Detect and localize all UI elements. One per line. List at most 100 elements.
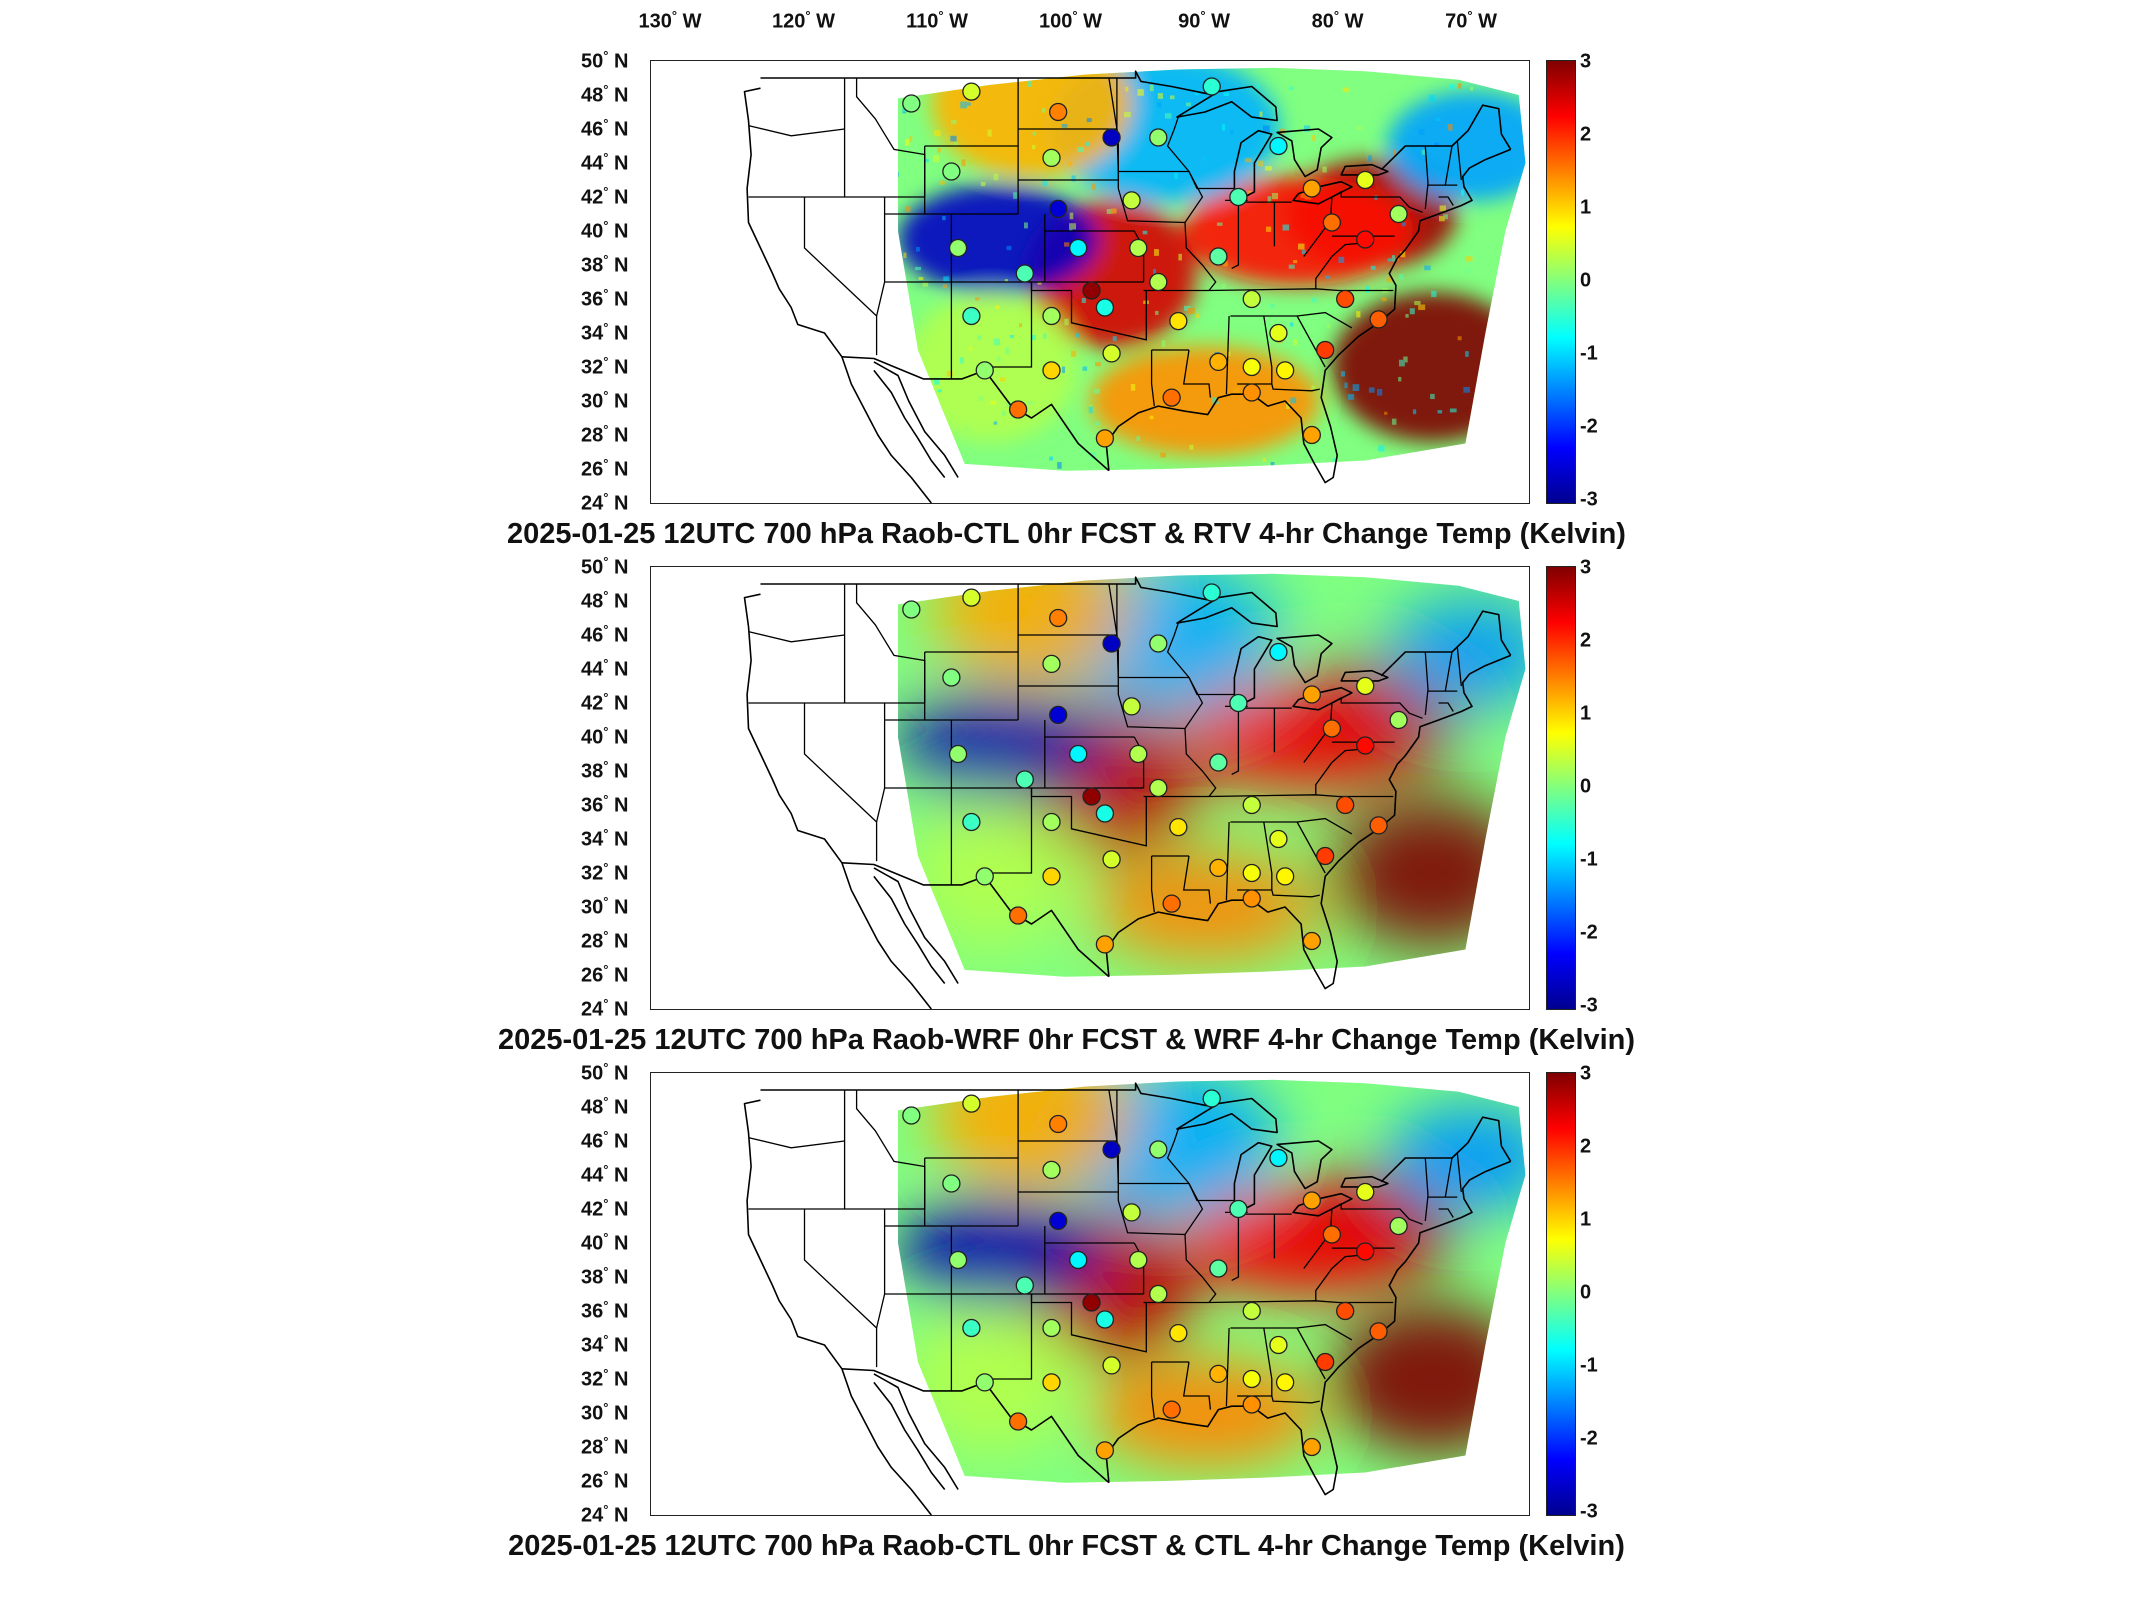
raob-station-marker [1269, 1148, 1288, 1168]
latitude-hemisphere: N [608, 862, 629, 885]
raob-station-marker [1042, 361, 1061, 380]
raob-station-marker [1269, 642, 1288, 662]
state-borders [748, 583, 1462, 913]
colorbar-tick-label: -3 [1580, 1500, 1598, 1523]
longitude-tick-label: 120° W [772, 8, 836, 33]
latitude-tick-label: 24° N [581, 1502, 629, 1527]
latitude-tick-label: 28° N [581, 1434, 629, 1459]
raob-station-marker [1302, 425, 1321, 445]
latitude-value: 34 [581, 322, 604, 345]
latitude-value: 48 [581, 590, 604, 613]
latitude-tick-label: 42° N [581, 690, 629, 715]
raob-station-marker [1356, 1242, 1375, 1261]
latitude-tick-label: 24° N [581, 490, 629, 515]
longitude-value: 120 [772, 10, 806, 33]
raob-station-marker [1162, 894, 1181, 913]
colorbar-tick-label: 1 [1580, 1208, 1592, 1231]
latitude-tick-label: 32° N [581, 354, 629, 379]
raob-station-marker [1242, 795, 1261, 815]
field-feature-colorado-cold [898, 690, 1099, 801]
colorbar-tick-label: 1 [1580, 196, 1592, 219]
raob-station-marker [1336, 795, 1355, 815]
colorbar [1546, 566, 1576, 1010]
raob-station-marker [1209, 753, 1228, 772]
field-feature-gulf-coast-warm [1090, 1358, 1321, 1468]
raob-station-marker [902, 1106, 921, 1125]
colorbar-tick-label: 1 [1580, 702, 1592, 725]
latitude-tick-label: 48° N [581, 1094, 629, 1119]
raob-station-marker [1102, 344, 1121, 363]
latitude-value: 40 [581, 220, 604, 243]
field-feature-gulf-coast-warm [1090, 346, 1321, 456]
latitude-hemisphere: N [608, 1402, 629, 1425]
latitude-tick-label: 42° N [581, 1196, 629, 1221]
raob-station-marker [1095, 804, 1115, 823]
colorbar-tick-label: 0 [1580, 775, 1592, 798]
raob-station-marker [1049, 1211, 1068, 1231]
latitude-hemisphere: N [608, 1368, 629, 1391]
raob-station-marker [1129, 1250, 1148, 1270]
raob-station-marker [1242, 289, 1261, 309]
raob-station-marker [1356, 170, 1375, 190]
latitude-hemisphere: N [608, 964, 629, 987]
latitude-hemisphere: N [608, 186, 629, 209]
raob-station-marker [1122, 1203, 1141, 1222]
field-feature-montana-warm [931, 67, 1132, 179]
latitude-tick-label: 48° N [581, 588, 629, 613]
latitude-value: 44 [581, 658, 604, 681]
map-frame [650, 566, 1530, 1010]
latitude-hemisphere: N [608, 492, 629, 515]
latitude-value: 46 [581, 624, 604, 647]
latitude-hemisphere: N [608, 1300, 629, 1323]
latitude-value: 36 [581, 794, 604, 817]
latitude-tick-label: 32° N [581, 1366, 629, 1391]
raob-station-marker [962, 588, 981, 607]
colorbar-tick-label: 0 [1580, 1281, 1592, 1304]
raob-station-marker [942, 1174, 961, 1193]
latitude-hemisphere: N [608, 288, 629, 311]
field-feature-atlantic-offshore-warm [1331, 1304, 1526, 1454]
latitude-hemisphere: N [608, 458, 629, 481]
field-feature-montana-warm [931, 573, 1132, 685]
raob-station-marker [942, 162, 961, 181]
latitude-hemisphere: N [608, 590, 629, 613]
raob-station-marker [1302, 1191, 1321, 1210]
longitude-tick-label: 130° W [638, 8, 702, 33]
raob-station-marker [1102, 850, 1121, 869]
latitude-value: 24 [581, 492, 604, 515]
latitude-tick-label: 36° N [581, 1298, 629, 1323]
raob-station-marker [1169, 1323, 1188, 1343]
raob-station-marker [1242, 1369, 1261, 1389]
latitude-value: 46 [581, 118, 604, 141]
latitude-hemisphere: N [608, 50, 629, 73]
raob-station-marker [1082, 787, 1101, 806]
raob-stations [902, 1089, 1408, 1460]
raob-station-marker [1275, 361, 1295, 380]
raob-station-marker [1302, 685, 1321, 704]
latitude-tick-label: 40° N [581, 218, 629, 243]
latitude-value: 36 [581, 288, 604, 311]
latitude-tick-label: 30° N [581, 1400, 629, 1425]
raob-station-marker [1129, 238, 1148, 258]
latitude-tick-label: 38° N [581, 252, 629, 277]
latitude-tick-label: 40° N [581, 1230, 629, 1255]
raob-station-marker [1162, 388, 1181, 407]
raob-station-marker [902, 600, 921, 619]
raob-station-marker [1202, 583, 1221, 602]
latitude-value: 28 [581, 424, 604, 447]
latitude-tick-label: 26° N [581, 962, 629, 987]
latitude-hemisphere: N [608, 1232, 629, 1255]
raob-station-marker [1242, 889, 1261, 908]
raob-station-marker [1275, 1373, 1295, 1392]
raob-station-marker [1169, 311, 1188, 331]
latitude-hemisphere: N [608, 1470, 629, 1493]
field-feature-colorado-cold [898, 184, 1099, 295]
panel-title: 2025-01-25 12UTC 700 hPa Raob-CTL 0hr FC… [507, 518, 1626, 550]
latitude-hemisphere: N [608, 998, 629, 1021]
longitude-tick-label: 110° W [906, 8, 968, 33]
longitude-tick-label: 90° W [1178, 8, 1230, 33]
raob-station-marker [1149, 272, 1168, 292]
raob-station-marker [1129, 744, 1148, 764]
raob-station-marker [1389, 710, 1408, 730]
raob-station-marker [902, 94, 921, 113]
